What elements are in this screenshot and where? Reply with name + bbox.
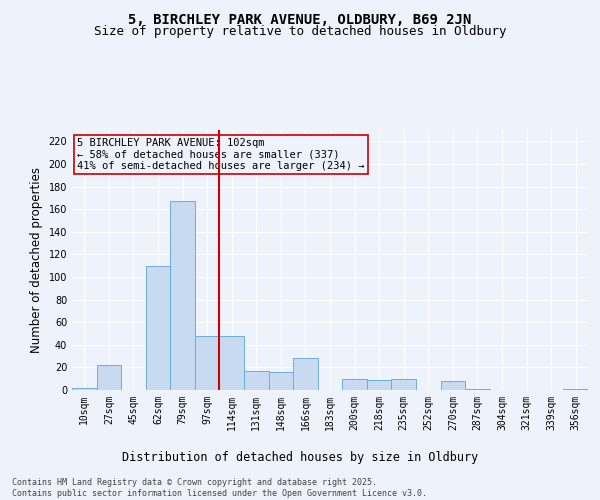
Bar	[465, 389, 490, 390]
Bar	[220, 336, 244, 390]
Bar	[342, 378, 367, 390]
Bar	[440, 381, 465, 390]
Y-axis label: Number of detached properties: Number of detached properties	[30, 167, 43, 353]
Bar	[269, 372, 293, 390]
Bar	[293, 358, 318, 390]
Bar	[97, 365, 121, 390]
Bar	[244, 371, 269, 390]
Text: Distribution of detached houses by size in Oldbury: Distribution of detached houses by size …	[122, 451, 478, 464]
Text: Contains HM Land Registry data © Crown copyright and database right 2025.
Contai: Contains HM Land Registry data © Crown c…	[12, 478, 427, 498]
Bar	[146, 266, 170, 390]
Bar	[563, 389, 588, 390]
Text: Size of property relative to detached houses in Oldbury: Size of property relative to detached ho…	[94, 25, 506, 38]
Text: 5, BIRCHLEY PARK AVENUE, OLDBURY, B69 2JN: 5, BIRCHLEY PARK AVENUE, OLDBURY, B69 2J…	[128, 12, 472, 26]
Bar	[170, 201, 195, 390]
Bar	[391, 378, 416, 390]
Bar	[367, 380, 391, 390]
Bar	[195, 336, 220, 390]
Bar	[72, 388, 97, 390]
Text: 5 BIRCHLEY PARK AVENUE: 102sqm
← 58% of detached houses are smaller (337)
41% of: 5 BIRCHLEY PARK AVENUE: 102sqm ← 58% of …	[77, 138, 365, 171]
